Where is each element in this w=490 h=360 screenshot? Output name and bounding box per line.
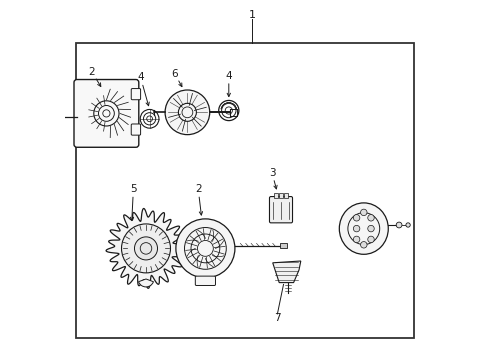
- Bar: [274, 193, 278, 198]
- FancyBboxPatch shape: [131, 89, 141, 100]
- Text: 7: 7: [274, 312, 281, 323]
- FancyBboxPatch shape: [196, 276, 216, 285]
- Circle shape: [361, 209, 367, 216]
- Bar: [76, 43, 414, 338]
- Circle shape: [368, 225, 374, 232]
- Text: 2: 2: [89, 67, 96, 77]
- Circle shape: [134, 237, 157, 260]
- Circle shape: [176, 219, 235, 278]
- Circle shape: [368, 236, 374, 243]
- FancyBboxPatch shape: [131, 124, 141, 135]
- Circle shape: [165, 90, 210, 135]
- Circle shape: [353, 225, 360, 232]
- Wedge shape: [139, 279, 153, 287]
- Bar: [284, 193, 288, 198]
- Bar: [59, 114, 64, 120]
- Text: 1: 1: [249, 10, 256, 20]
- Text: 2: 2: [195, 184, 201, 194]
- Circle shape: [353, 215, 360, 221]
- Text: 6: 6: [172, 69, 178, 79]
- FancyBboxPatch shape: [270, 197, 293, 223]
- Text: 5: 5: [130, 184, 137, 194]
- Circle shape: [396, 222, 402, 228]
- Circle shape: [122, 224, 171, 273]
- Polygon shape: [273, 261, 301, 283]
- Circle shape: [368, 215, 374, 221]
- Bar: [280, 243, 287, 248]
- Circle shape: [353, 236, 360, 243]
- Ellipse shape: [339, 203, 388, 254]
- Circle shape: [406, 223, 410, 227]
- Polygon shape: [106, 208, 186, 288]
- Text: 3: 3: [269, 168, 275, 178]
- Text: 4: 4: [225, 71, 232, 81]
- Circle shape: [361, 242, 367, 248]
- Text: 4: 4: [137, 72, 144, 82]
- FancyBboxPatch shape: [74, 80, 139, 147]
- Bar: [279, 193, 283, 198]
